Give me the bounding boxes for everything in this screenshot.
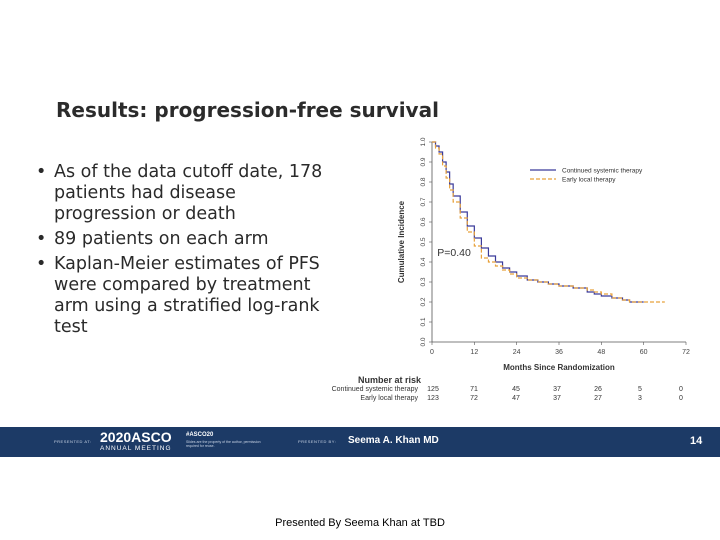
- risk-table-title: Number at risk: [358, 375, 422, 385]
- x-tick-label: 0: [430, 349, 434, 356]
- risk-cell: 3: [638, 395, 642, 402]
- bullet-item: • 89 patients on each arm: [34, 229, 334, 250]
- y-tick-label: 0.5: [420, 237, 427, 246]
- km-curve-early-local-therapy: [432, 141, 665, 303]
- x-tick-label: 36: [555, 349, 563, 356]
- risk-cell: 0: [679, 386, 683, 393]
- bullet-item: • As of the data cutoff date, 178 patient…: [34, 162, 334, 225]
- risk-row-label: Continued systemic therapy: [331, 386, 418, 393]
- bullet-text: 89 patients on each arm: [54, 229, 269, 249]
- risk-cell: 37: [553, 386, 561, 393]
- bullet-dot: •: [36, 254, 47, 274]
- risk-table: Number at risk Continued systemic therap…: [300, 375, 700, 415]
- bullet-text: Kaplan-Meier estimates of PFS were compa…: [54, 254, 320, 337]
- risk-row-local: Early local therapy 123 72 47 37 27 3 0: [300, 395, 700, 404]
- risk-cell: 37: [553, 395, 561, 402]
- presenter-name: Seema A. Khan MD: [348, 435, 439, 446]
- y-tick-label: 0.7: [420, 197, 427, 206]
- risk-cell: 0: [679, 395, 683, 402]
- risk-row-systemic: Continued systemic therapy 125 71 45 37 …: [300, 386, 700, 395]
- y-tick-label: 0.1: [420, 317, 427, 326]
- y-tick-label: 0.3: [420, 277, 427, 286]
- presented-at-label: PRESENTED AT:: [54, 439, 92, 444]
- caption: Presented By Seema Khan at TBD: [275, 517, 445, 529]
- risk-cell: 72: [470, 395, 478, 402]
- x-axis-label: Months Since Randomization: [503, 363, 615, 372]
- y-tick-label: 0.0: [420, 337, 427, 346]
- p-value-annotation: P=0.40: [437, 247, 471, 259]
- risk-cell: 45: [512, 386, 520, 393]
- x-tick-label: 60: [640, 349, 648, 356]
- y-axis-label: Cumulative Incidence: [397, 200, 406, 283]
- asco-logo: 2020ASCO: [100, 429, 172, 445]
- y-tick-label: 0.6: [420, 217, 427, 226]
- page-number: 14: [690, 435, 703, 447]
- legend-label: Early local therapy: [562, 177, 616, 184]
- x-tick-label: 24: [513, 349, 521, 356]
- risk-row-label: Early local therapy: [360, 395, 418, 402]
- y-tick-label: 0.4: [420, 257, 427, 266]
- risk-cell: 125: [427, 386, 439, 393]
- risk-cell: 5: [638, 386, 642, 393]
- y-tick-label: 1.0: [420, 137, 427, 146]
- km-curve-continued-systemic-therapy: [432, 141, 644, 303]
- y-tick-label: 0.8: [420, 177, 427, 186]
- risk-cell: 27: [594, 395, 602, 402]
- risk-cell: 71: [470, 386, 478, 393]
- risk-cell: 123: [427, 395, 439, 402]
- km-chart: 0.0 0.1 0.2 0.3 0.4 0.5 0.6 0.7 0.8 0.9 1.0 0 12 24 36…: [390, 130, 700, 380]
- hashtag: #ASCO20: [186, 432, 214, 438]
- km-chart-svg: 0.0 0.1 0.2 0.3 0.4 0.5 0.6 0.7 0.8 0.9 1.0 0 12 24 36…: [397, 137, 690, 372]
- hashtag-note: Slides are the property of the author, p…: [186, 440, 261, 448]
- bullet-dot: •: [36, 162, 47, 182]
- risk-cell: 47: [512, 395, 520, 402]
- y-tick-label: 0.2: [420, 297, 427, 306]
- presented-by-label: PRESENTED BY:: [298, 439, 337, 444]
- footer-band: PRESENTED AT: 2020ASCO ANNUAL MEETING #A…: [0, 427, 720, 457]
- bullet-text: As of the data cutoff date, 178 patients…: [54, 162, 323, 224]
- bullet-list: • As of the data cutoff date, 178 patient…: [34, 162, 334, 342]
- legend-label: Continued systemic therapy: [562, 168, 643, 175]
- bullet-item: • Kaplan-Meier estimates of PFS were comp…: [34, 254, 334, 338]
- x-tick-label: 72: [682, 349, 690, 356]
- x-tick-label: 12: [470, 349, 478, 356]
- asco-logo-subtitle: ANNUAL MEETING: [100, 445, 172, 452]
- x-tick-label: 48: [597, 349, 605, 356]
- bullet-dot: •: [36, 229, 47, 249]
- y-tick-label: 0.9: [420, 157, 427, 166]
- slide-title: Results: progression-free survival: [56, 98, 439, 122]
- risk-cell: 26: [594, 386, 602, 393]
